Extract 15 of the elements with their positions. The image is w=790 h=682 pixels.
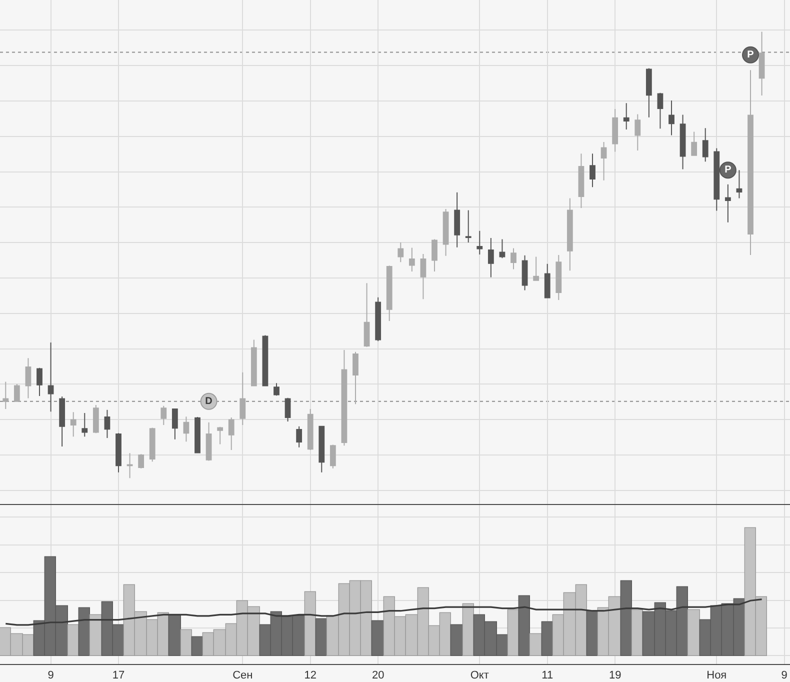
candlestick <box>25 358 32 399</box>
text: P <box>747 49 754 60</box>
candlestick <box>680 114 686 170</box>
candlestick <box>657 92 664 130</box>
candlestick <box>612 108 618 152</box>
candlestick <box>702 128 708 162</box>
candlestick <box>646 68 652 118</box>
candlestick <box>634 114 641 151</box>
candlestick <box>2 381 9 410</box>
candlestick <box>691 131 698 156</box>
candlestick <box>758 31 765 96</box>
candlestick <box>623 102 630 130</box>
candlestick <box>668 100 674 136</box>
candlestick <box>14 383 20 402</box>
candlestick <box>36 367 42 397</box>
